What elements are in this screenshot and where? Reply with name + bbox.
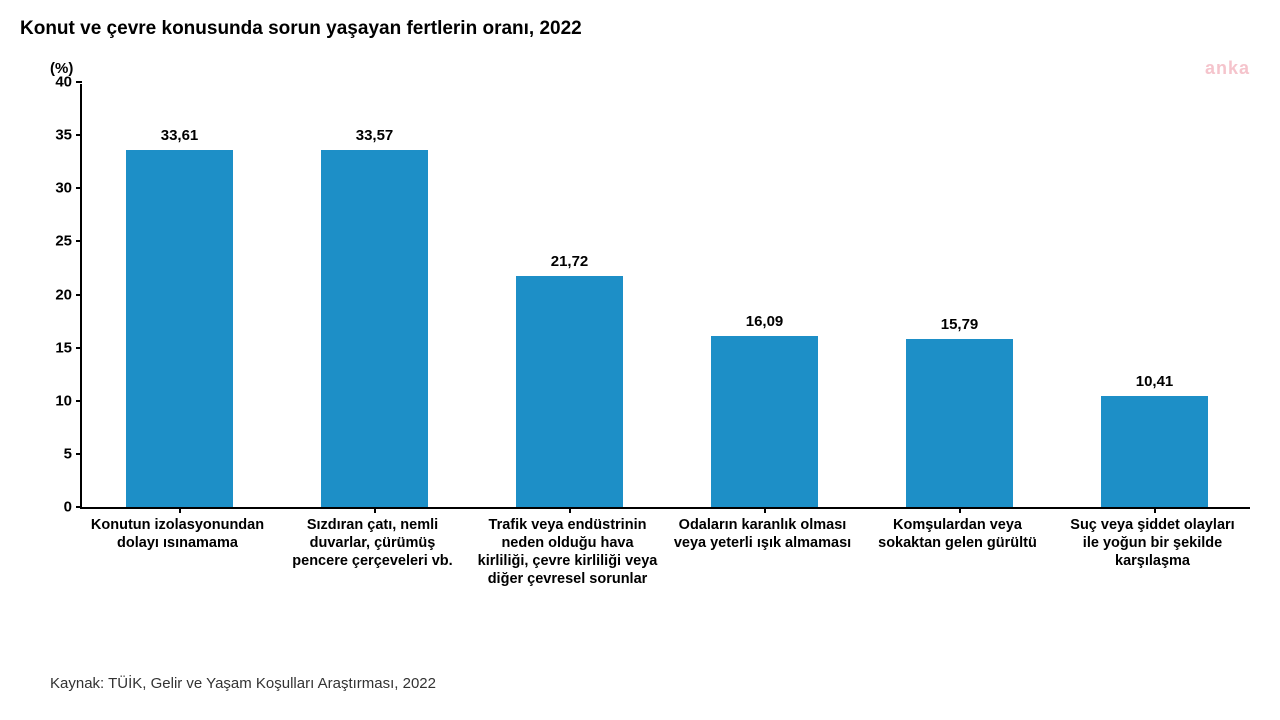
bar: 33,61	[126, 150, 233, 507]
bar: 16,09	[711, 336, 818, 507]
plot-area: 051015202530354033,6133,5721,7216,0915,7…	[80, 84, 1250, 509]
bar: 33,57	[321, 150, 428, 507]
category-label: Konutun izolasyonundan dolayı ısınamama	[86, 516, 269, 552]
chart-source: Kaynak: TÜİK, Gelir ve Yaşam Koşulları A…	[50, 675, 436, 692]
bar-value-label: 10,41	[1136, 373, 1174, 390]
y-tick-mark	[76, 506, 82, 508]
x-tick-mark	[764, 507, 766, 513]
bar: 10,41	[1101, 396, 1208, 507]
y-tick-mark	[76, 81, 82, 83]
y-tick-mark	[76, 294, 82, 296]
x-tick-mark	[179, 507, 181, 513]
x-tick-mark	[374, 507, 376, 513]
x-tick-mark	[569, 507, 571, 513]
category-label: Odaların karanlık olması veya yeterli ış…	[671, 516, 854, 552]
watermark: anka	[1205, 58, 1250, 79]
category-label: Komşulardan veya sokaktan gelen gürültü	[866, 516, 1049, 552]
bar-value-label: 16,09	[746, 313, 784, 330]
y-tick-mark	[76, 240, 82, 242]
category-label: Suç veya şiddet olayları ile yoğun bir ş…	[1061, 516, 1244, 570]
y-tick-mark	[76, 453, 82, 455]
y-tick-mark	[76, 347, 82, 349]
bar-value-label: 33,61	[161, 127, 199, 144]
x-tick-mark	[1154, 507, 1156, 513]
bar: 21,72	[516, 276, 623, 507]
bar: 15,79	[906, 339, 1013, 507]
chart-title: Konut ve çevre konusunda sorun yaşayan f…	[20, 18, 582, 40]
bar-value-label: 15,79	[941, 316, 979, 333]
category-label: Trafik veya endüstrinin neden olduğu hav…	[476, 516, 659, 589]
bar-value-label: 33,57	[356, 127, 394, 144]
y-tick-mark	[76, 134, 82, 136]
x-tick-mark	[959, 507, 961, 513]
y-tick-mark	[76, 187, 82, 189]
bar-value-label: 21,72	[551, 253, 589, 270]
y-tick-mark	[76, 400, 82, 402]
category-label: Sızdıran çatı, nemli duvarlar, çürümüş p…	[281, 516, 464, 570]
